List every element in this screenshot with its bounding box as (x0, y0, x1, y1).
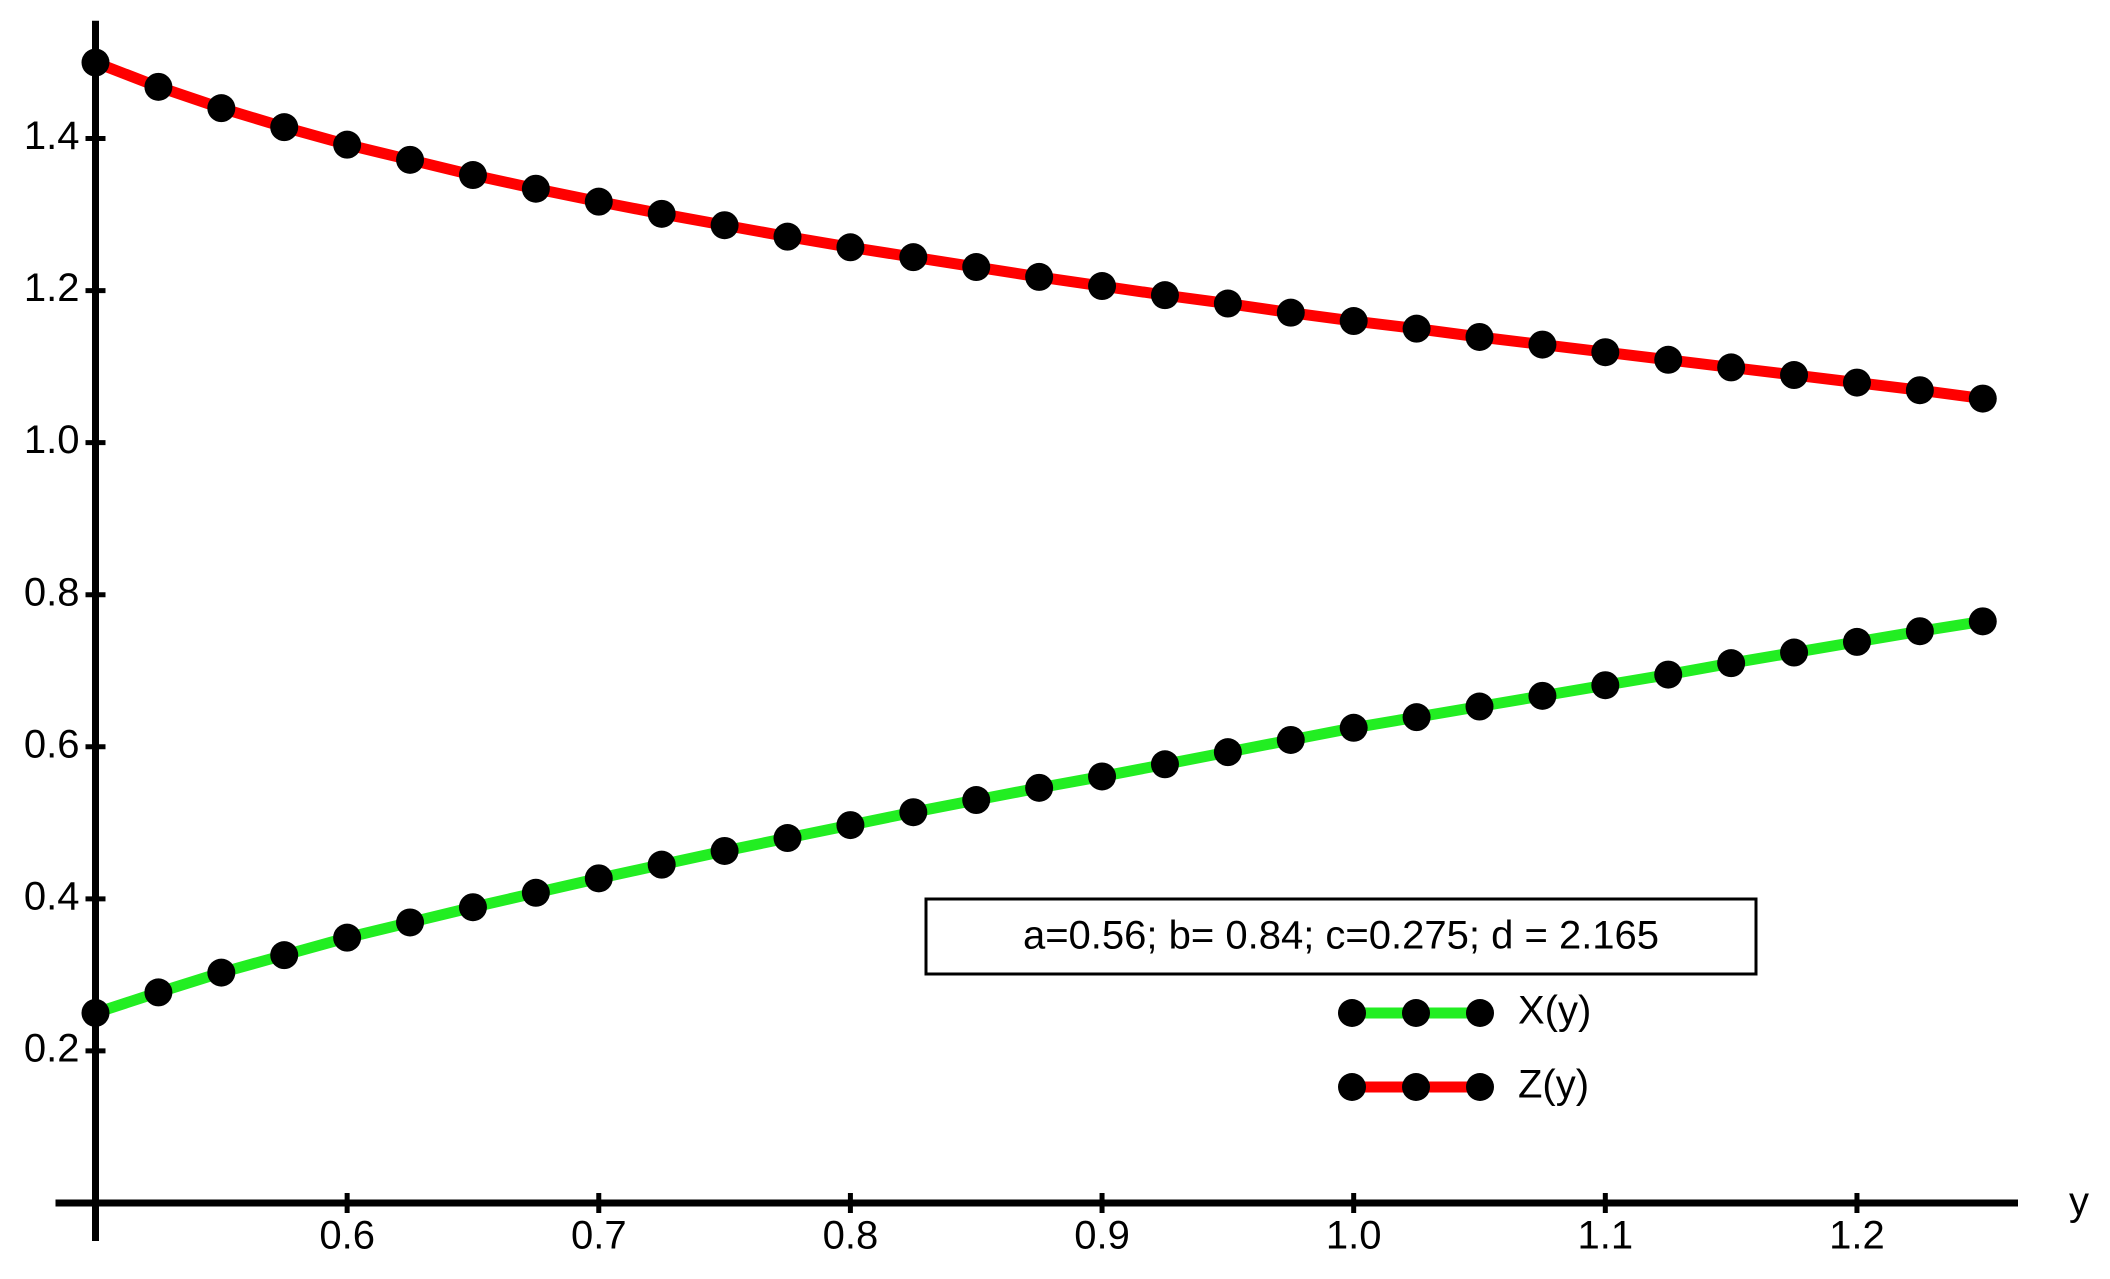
data-point (1088, 762, 1117, 791)
x-tick-label: 0.9 (1074, 1214, 1130, 1258)
data-point (270, 113, 299, 142)
y-tick-label: 1.2 (24, 266, 80, 310)
annotation-box (924, 897, 1758, 976)
data-point (1150, 281, 1179, 310)
data-point (647, 199, 676, 228)
x-tick-label: 0.7 (571, 1214, 627, 1258)
data-point (1339, 713, 1368, 742)
data-point (1842, 368, 1871, 397)
data-point (1025, 262, 1054, 291)
data-point (1780, 361, 1809, 390)
y-tick-label: 0.6 (24, 722, 80, 766)
x-tick-label: 1.2 (1829, 1214, 1885, 1258)
data-point (333, 130, 362, 159)
data-point (710, 211, 739, 240)
data-point (81, 998, 110, 1027)
data-point (1528, 681, 1557, 710)
data-point (836, 233, 865, 262)
data-point (458, 893, 487, 922)
data-point (962, 786, 991, 815)
data-point (1402, 703, 1431, 732)
data-point (836, 811, 865, 840)
y-tick-label: 0.4 (24, 874, 80, 918)
data-point (396, 145, 425, 174)
data-point (144, 978, 173, 1007)
data-point (773, 824, 802, 853)
data-point (1025, 773, 1054, 802)
data-point (1905, 376, 1934, 405)
data-point (1842, 627, 1871, 656)
data-point (647, 850, 676, 879)
data-point (1465, 692, 1494, 721)
data-point (1402, 314, 1431, 343)
data-point (899, 243, 928, 272)
legend-marker (1338, 999, 1366, 1027)
data-point (521, 174, 550, 203)
data-point (1276, 725, 1305, 754)
data-point (1213, 738, 1242, 767)
data-point (1591, 338, 1620, 367)
data-point (1780, 638, 1809, 667)
data-point (1528, 330, 1557, 359)
legend-label: Z(y) (1518, 1063, 1589, 1107)
data-point (521, 878, 550, 907)
legend-label: X(y) (1518, 989, 1591, 1033)
data-point (1213, 289, 1242, 318)
data-point (270, 941, 299, 970)
series-line (93, 57, 1984, 405)
data-point (773, 222, 802, 251)
data-point (207, 958, 236, 987)
x-tick-label: 0.6 (319, 1214, 375, 1258)
data-point (1150, 750, 1179, 779)
data-point (1654, 345, 1683, 374)
legend-marker (1466, 999, 1494, 1027)
data-point (1654, 660, 1683, 689)
x-axis-label: y (2069, 1180, 2089, 1224)
y-tick-label: 0.8 (24, 570, 80, 614)
data-point (1717, 353, 1746, 382)
data-point (710, 836, 739, 865)
data-point (396, 908, 425, 937)
data-point (207, 94, 236, 123)
x-tick-label: 0.8 (823, 1214, 879, 1258)
y-tick-label: 0.2 (24, 1026, 80, 1070)
legend-marker (1466, 1073, 1494, 1101)
data-point (1088, 272, 1117, 301)
data-point (1276, 298, 1305, 327)
data-point (1717, 649, 1746, 678)
data-point (584, 864, 613, 893)
data-point (1339, 307, 1368, 336)
data-point (1465, 322, 1494, 351)
x-tick-label: 1.1 (1578, 1214, 1634, 1258)
data-point (584, 187, 613, 216)
y-tick-label: 1.4 (24, 114, 80, 158)
data-point (1591, 671, 1620, 700)
legend-marker (1402, 1073, 1430, 1101)
data-point (962, 253, 991, 282)
y-tick-label: 1.0 (24, 418, 80, 462)
x-tick-label: 1.0 (1326, 1214, 1382, 1258)
data-point (1968, 607, 1997, 636)
data-point (144, 72, 173, 101)
data-point (1905, 617, 1934, 646)
data-point (81, 48, 110, 77)
data-point (1968, 384, 1997, 413)
data-point (899, 798, 928, 827)
legend-marker (1338, 1073, 1366, 1101)
data-point (333, 923, 362, 952)
legend-marker (1402, 999, 1430, 1027)
data-point (458, 161, 487, 190)
annotation: a=0.56; b= 0.84; c=0.275; d = 2.165 (1023, 914, 1659, 958)
